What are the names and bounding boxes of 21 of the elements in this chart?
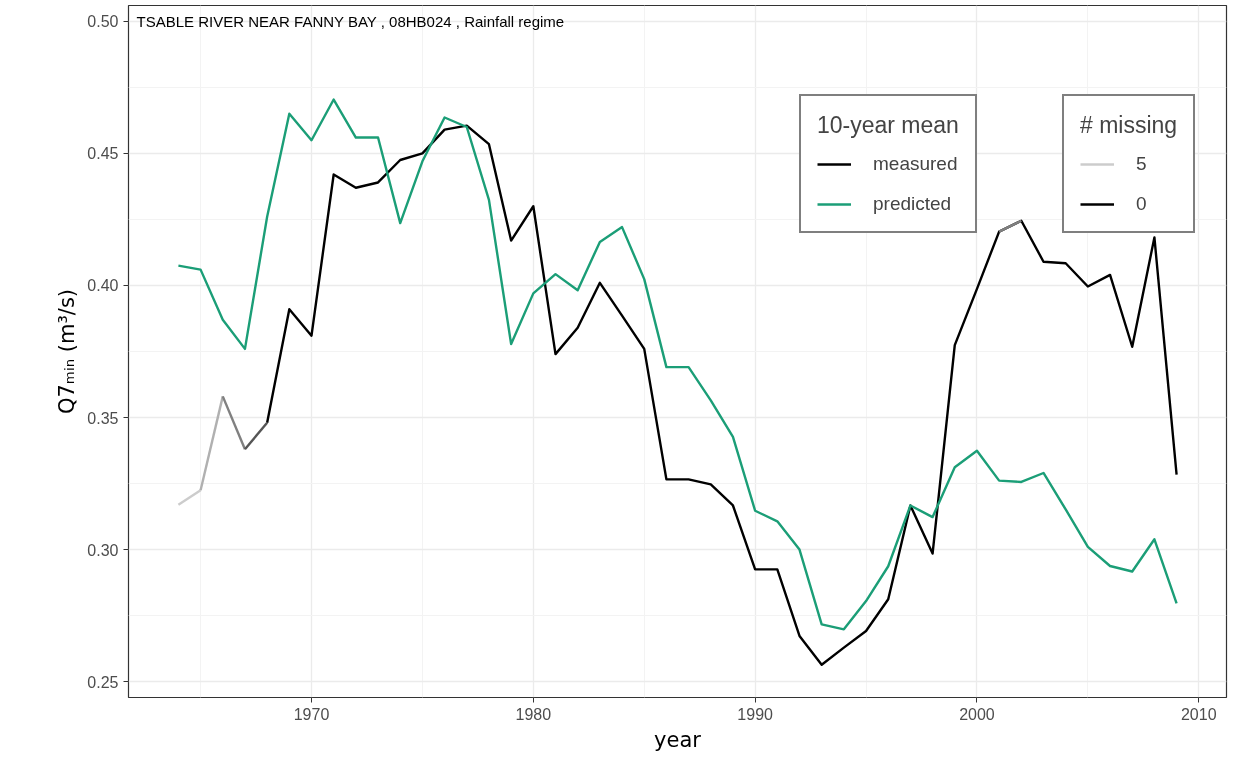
x-tick-label: 2000 — [959, 705, 995, 723]
text: 0 — [1136, 193, 1147, 214]
x-axis-title: year — [654, 727, 702, 752]
x-tick-label: 1990 — [737, 705, 774, 723]
legend-title: 10-year mean — [817, 112, 959, 139]
text: 5 — [1136, 153, 1147, 174]
y-axis-title: Q7ₘᵢₙ (m³/s) — [55, 288, 80, 415]
legend-label: measured — [873, 153, 958, 175]
line-series — [177, 98, 1178, 631]
x-tick-label: 1980 — [515, 705, 552, 723]
legend-label: predicted — [873, 193, 952, 215]
y-tick-label: 0.45 — [87, 145, 119, 163]
y-tick-label: 0.30 — [87, 541, 119, 559]
text: TSABLE RIVER NEAR FANNY BAY , 08HB024 , Rainfall regime — [136, 12, 565, 30]
color-bar-title: # missing — [1080, 112, 1178, 139]
y-tick-label: 0.40 — [87, 277, 119, 295]
y-tick-label: 0.35 — [87, 409, 119, 427]
y-tick-label: 0.25 — [87, 673, 119, 691]
y-tick-label: 0.50 — [87, 13, 119, 31]
x-tick-label: 2010 — [1180, 705, 1217, 723]
x-tick-label: 1970 — [293, 705, 330, 723]
